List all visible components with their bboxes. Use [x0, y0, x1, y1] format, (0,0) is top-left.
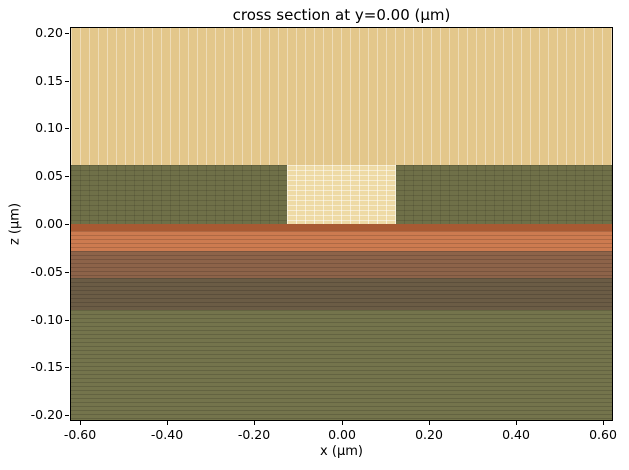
x-tick-label: 0.00 [328, 427, 356, 442]
z-tick-mark [65, 224, 69, 225]
z-tick-label: -0.05 [30, 264, 63, 279]
x-tick-label: -0.60 [63, 427, 97, 442]
x-tick-mark [254, 421, 255, 425]
plot-area [70, 27, 613, 421]
z-tick-mark [65, 415, 69, 416]
z-tick-label: -0.10 [30, 312, 63, 327]
chart-title: cross section at y=0.00 (μm) [232, 6, 451, 24]
x-tick-mark [516, 421, 517, 425]
x-tick-label: -0.40 [150, 427, 184, 442]
z-tick-mark [65, 128, 69, 129]
orange-band-region [71, 230, 612, 251]
x-tick-label: -0.20 [237, 427, 271, 442]
z-tick-label: -0.15 [30, 359, 63, 374]
z-tick-mark [65, 272, 69, 273]
z-tick-label: 0.00 [35, 216, 63, 231]
x-axis-label: x (μm) [320, 444, 363, 459]
x-tick-mark [603, 421, 604, 425]
x-tick-label: 0.20 [415, 427, 443, 442]
z-tick-label: 0.15 [35, 73, 63, 88]
upper-cladding-region [71, 28, 612, 165]
z-tick-mark [65, 176, 69, 177]
dark-band-region [71, 277, 612, 311]
x-tick-mark [342, 421, 343, 425]
x-tick-label: 0.60 [589, 427, 617, 442]
z-tick-label: 0.10 [35, 120, 63, 135]
x-tick-mark [429, 421, 430, 425]
x-tick-label: 0.40 [502, 427, 530, 442]
x-tick-mark [80, 421, 81, 425]
z-tick-mark [65, 367, 69, 368]
z-tick-label: 0.05 [35, 168, 63, 183]
z-tick-label: 0.20 [35, 25, 63, 40]
brown-band-region [71, 250, 612, 278]
ridge-gap-region [286, 164, 397, 224]
z-tick-mark [65, 33, 69, 34]
x-tick-mark [167, 421, 168, 425]
surface-line-region [71, 224, 612, 231]
z-tick-mark [65, 320, 69, 321]
z-tick-label: -0.20 [30, 407, 63, 422]
substrate-region [71, 310, 612, 420]
z-tick-mark [65, 81, 69, 82]
